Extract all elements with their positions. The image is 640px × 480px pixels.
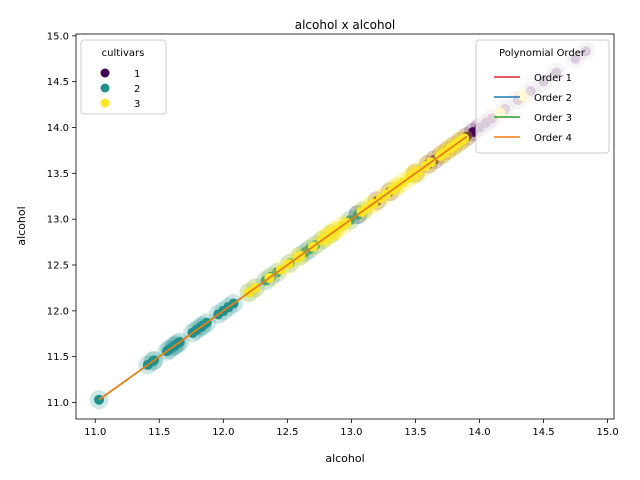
- legend-cultivar-2-label: 2: [134, 84, 140, 95]
- y-axis-label: alcohol: [15, 206, 28, 245]
- y-tick-label: 14.0: [47, 123, 69, 134]
- legend-order-2-label: Order 2: [534, 93, 572, 104]
- legend-cultivar-2-marker: [100, 83, 110, 93]
- y-tick-label: 13.5: [47, 169, 69, 180]
- legend-polynomial-box: [475, 39, 610, 154]
- x-tick-label: 12.0: [212, 427, 234, 438]
- y-tick-label: 13.0: [47, 215, 69, 226]
- legend-order-1-label: Order 1: [534, 73, 572, 84]
- legend-order-4-label: Order 4: [534, 133, 572, 144]
- legend-polynomial-title: Polynomial Order: [499, 48, 586, 59]
- legend-cultivars-box: [80, 39, 167, 115]
- y-tick-label: 11.0: [47, 398, 69, 409]
- legend-order-3-label: Order 3: [534, 113, 572, 124]
- x-tick-label: 12.5: [276, 427, 298, 438]
- y-tick-label: 15.0: [47, 31, 69, 42]
- legend-cultivars: cultivars 1 2 3: [80, 39, 167, 115]
- y-tick-label: 12.0: [47, 306, 69, 317]
- y-tick-label: 14.5: [47, 77, 69, 88]
- chart-title: alcohol x alcohol: [295, 18, 396, 32]
- x-tick-label: 14.0: [468, 427, 490, 438]
- x-axis: 11.0 11.5 12.0 12.5 13.0 13.5 14.0 14.5 15.0: [84, 419, 619, 438]
- y-tick-label: 11.5: [47, 352, 69, 363]
- y-tick-label: 12.5: [47, 261, 69, 272]
- legend-cultivar-1-label: 1: [134, 69, 140, 80]
- legend-polynomial-order: Polynomial Order Order 1 Order 2 Order 3…: [475, 39, 610, 154]
- legend-cultivar-3-marker: [100, 98, 110, 108]
- x-tick-label: 13.5: [404, 427, 426, 438]
- x-tick-label: 14.5: [532, 427, 554, 438]
- x-tick-label: 11.0: [84, 427, 106, 438]
- x-tick-label: 13.0: [340, 427, 362, 438]
- x-tick-label: 15.0: [596, 427, 618, 438]
- plot-frame: [75, 33, 615, 420]
- fit-lines-layer: [98, 136, 468, 401]
- legend-cultivars-title: cultivars: [102, 48, 145, 59]
- x-tick-label: 11.5: [148, 427, 170, 438]
- legend-cultivar-3-label: 3: [134, 99, 140, 110]
- x-axis-label: alcohol: [325, 452, 364, 465]
- legend-cultivar-1-marker: [100, 68, 110, 78]
- y-axis: 11.0 11.5 12.0 12.5 13.0 13.5 14.0 14.5 15.0: [47, 31, 76, 409]
- fit-line-order-4: [98, 136, 468, 401]
